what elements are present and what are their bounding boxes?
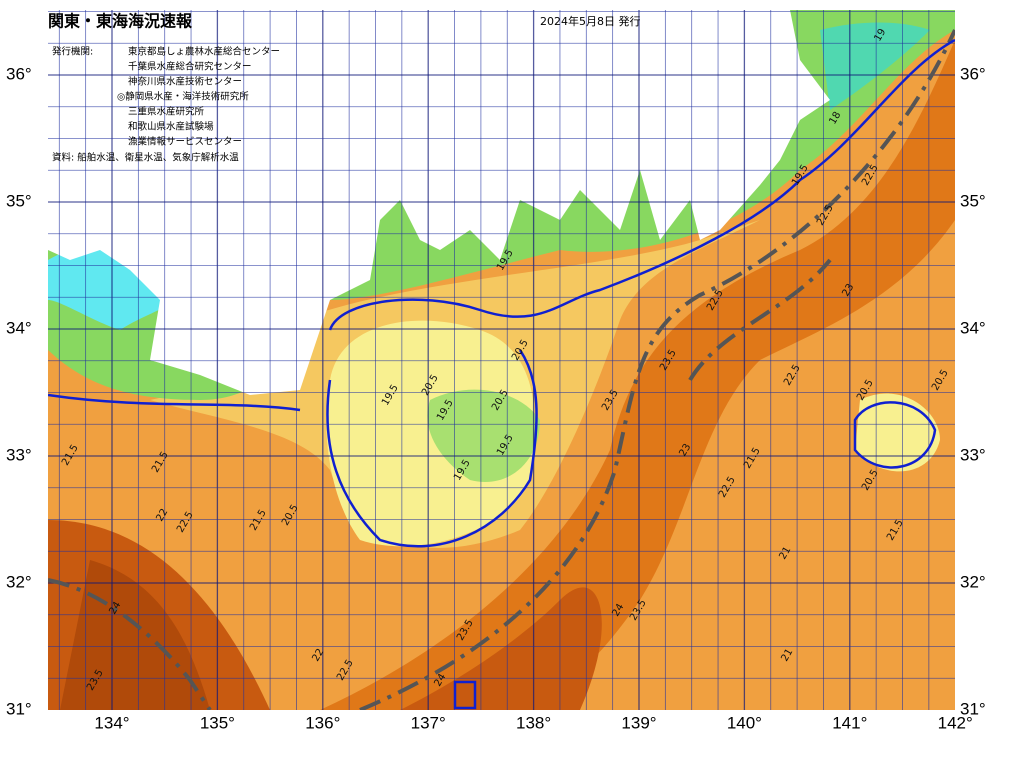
issuer-label: 発行機関: xyxy=(52,46,93,58)
longitude-label: 141° xyxy=(832,713,867,732)
latitude-label: 32° xyxy=(6,572,32,591)
longitude-label: 142° xyxy=(938,713,973,732)
title: 関東・東海海況速報 xyxy=(48,12,193,31)
latitude-label: 31° xyxy=(6,699,32,718)
latitude-label: 34° xyxy=(6,318,32,337)
longitude-label: 140° xyxy=(727,713,762,732)
longitude-label: 137° xyxy=(411,713,446,732)
issuer: 和歌山県水産試験場 xyxy=(128,121,214,133)
issuer: 三重県水産研究所 xyxy=(128,106,205,118)
issuer: ◎静岡県水産・海洋技術研究所 xyxy=(117,91,249,103)
issuer: 神奈川県水産技術センター xyxy=(128,76,242,88)
latitude-label: 31° xyxy=(960,699,986,718)
land xyxy=(200,245,256,284)
latitude-label: 36° xyxy=(960,64,986,83)
latitude-label: 36° xyxy=(6,64,32,83)
latitude-label: 35° xyxy=(960,191,986,210)
issuer: 千葉県水産総合研究センター xyxy=(128,61,252,73)
issuer: 漁業情報サービスセンター xyxy=(128,136,242,148)
latitude-label: 34° xyxy=(960,318,986,337)
longitude-label: 139° xyxy=(621,713,656,732)
latitude-label: 33° xyxy=(960,445,986,464)
issuer: 東京都島しょ農林水産総合センター xyxy=(128,46,280,58)
coordinate-labels: 36° 35° 34° 33° 32° 31° 36° 35° 34° 33° 32° 31° 134°… xyxy=(6,64,986,732)
isotherm xyxy=(453,680,477,710)
current-axis xyxy=(48,578,212,710)
isotherm xyxy=(853,401,937,469)
latitude-label: 32° xyxy=(960,572,986,591)
current-axis xyxy=(688,258,832,382)
longitude-label: 136° xyxy=(305,713,340,732)
latitude-label: 33° xyxy=(6,445,32,464)
isotherm xyxy=(48,38,955,548)
warm-water xyxy=(320,40,955,710)
current-axis xyxy=(359,29,955,710)
latitude-label: 35° xyxy=(6,191,32,210)
longitude-label: 134° xyxy=(94,713,129,732)
longitude-label: 135° xyxy=(200,713,235,732)
longitude-label: 138° xyxy=(516,713,551,732)
graticule xyxy=(48,10,955,710)
issuer-list: 東京都島しょ農林水産総合センター千葉県水産総合研究センター神奈川県水産技術センタ… xyxy=(117,46,280,148)
data-source: 資料: 船舶水温、衛星水温、気象庁解析水温 xyxy=(52,152,239,164)
issue-date: 2024年5月8日 発行 xyxy=(540,14,641,28)
warm-water xyxy=(400,587,602,710)
cool-water xyxy=(427,389,540,482)
